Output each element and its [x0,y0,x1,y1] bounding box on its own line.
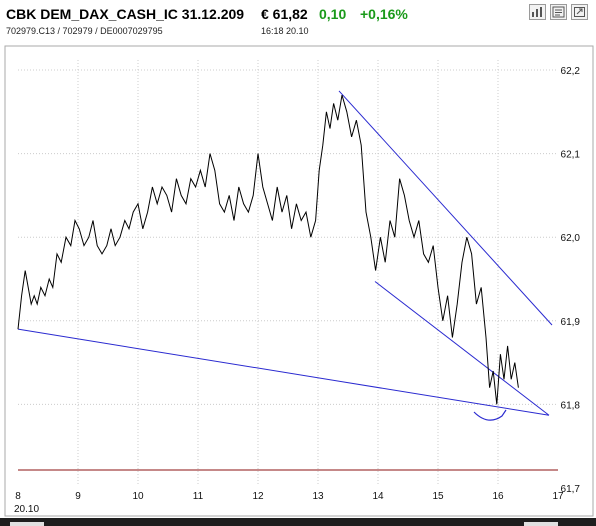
x-tick-label: 17 [552,491,564,502]
y-axis-labels: 62,2 62,1 62,0 61,9 61,8 61,7 [561,66,581,495]
x-tick-label: 9 [75,491,81,502]
news-icon[interactable] [550,4,567,20]
trendline [17,328,550,416]
quote-header: CBK DEM_DAX_CASH_IC 31.12.209 € 61,82 0,… [0,0,596,40]
x-axis-labels: 8 9 10 11 12 13 14 15 16 17 [15,491,564,502]
price-change: 0,10 [319,6,347,22]
x-tick-label: 11 [193,491,204,502]
x-tick-label: 10 [132,491,144,502]
scroll-blip [10,522,44,526]
expand-icon[interactable] [571,4,588,20]
trendlines [17,90,553,416]
scroll-thumb[interactable] [524,522,558,526]
x-tick-label: 16 [492,491,504,502]
grid [18,60,558,484]
x-tick-label: 8 [15,491,21,502]
scrollbar-strip [0,518,596,526]
price-line [17,94,519,405]
x-date-label: 20.10 [14,504,39,515]
bar-chart-icon[interactable] [529,4,546,20]
y-tick-label: 62,0 [561,233,581,244]
instrument-name: CBK DEM_DAX_CASH_IC 31.12.209 [6,6,245,22]
y-tick-label: 62,2 [561,66,581,77]
x-tick-label: 13 [312,491,324,502]
y-tick-label: 62,1 [561,150,581,161]
x-tick-label: 12 [252,491,264,502]
trendline [338,90,553,326]
y-tick-label: 61,7 [561,484,581,495]
instrument-codes: 702979.C13 / 702979 / DE0007029795 [6,26,163,36]
trendline [374,281,550,416]
last-price: € 61,82 [261,6,308,22]
y-tick-label: 61,9 [561,317,581,328]
hand-annotation [473,409,507,421]
price-change-percent: +0,16% [360,6,408,22]
x-tick-label: 14 [372,491,384,502]
quote-time: 16:18 20.10 [261,26,309,36]
x-tick-label: 15 [432,491,444,502]
chart-frame [4,45,594,517]
y-tick-label: 61,8 [561,400,581,411]
